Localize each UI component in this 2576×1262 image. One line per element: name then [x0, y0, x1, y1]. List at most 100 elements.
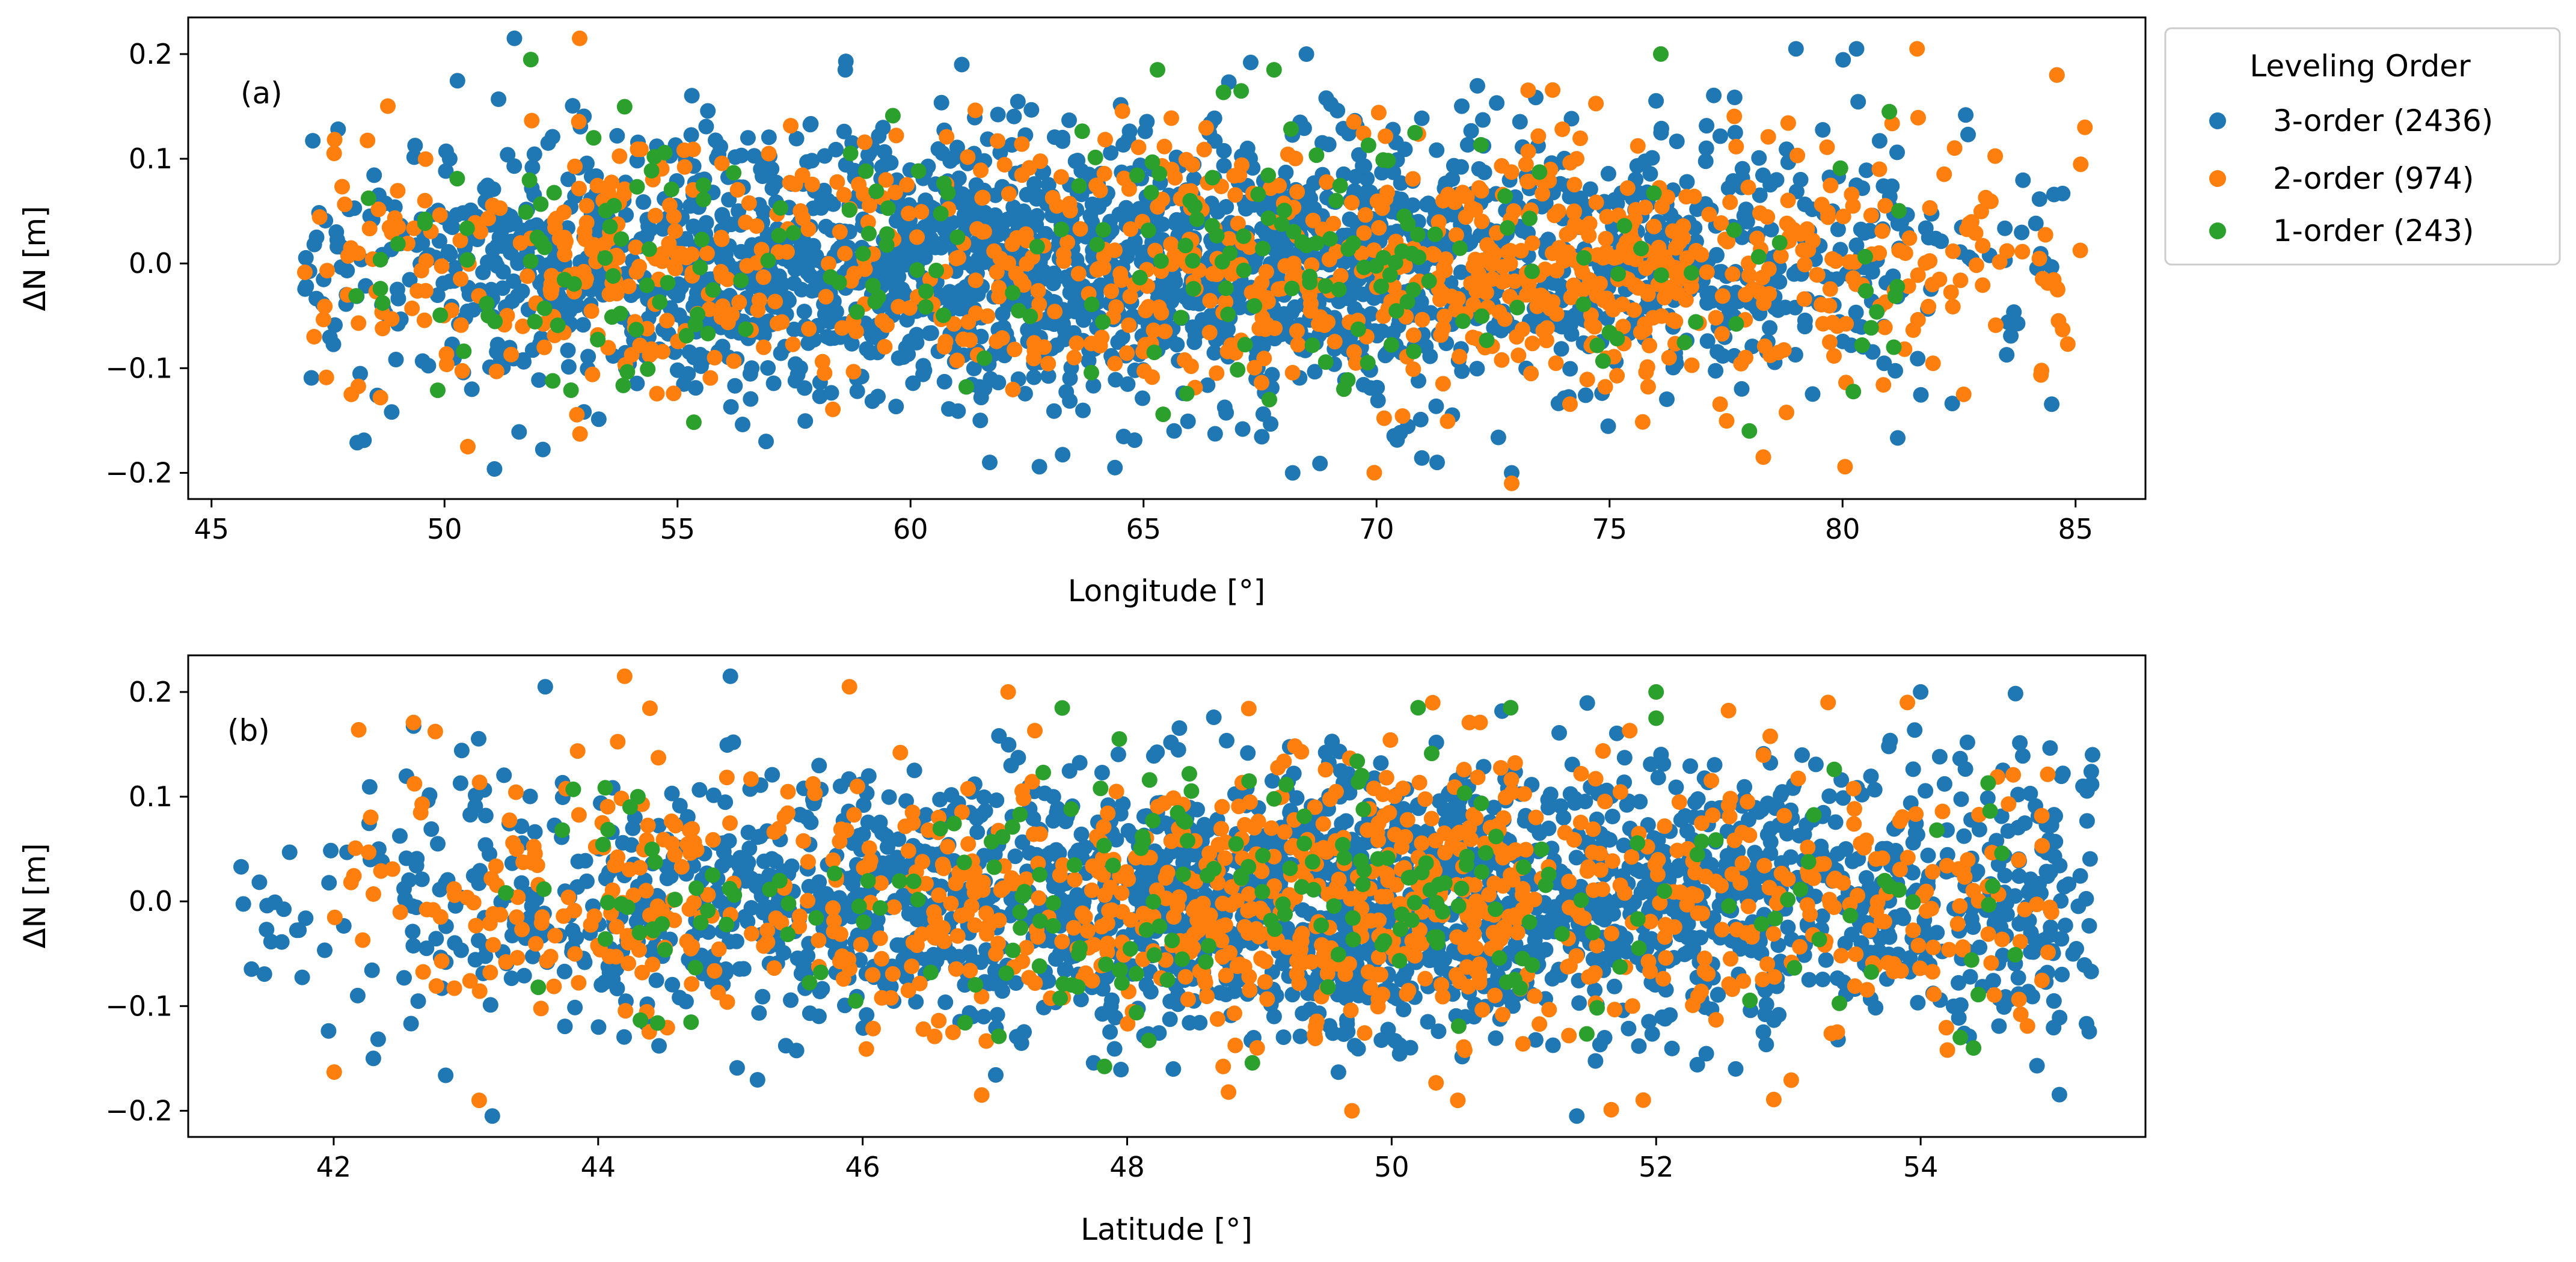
point-2-order: [1671, 234, 1687, 250]
point-2-order: [1431, 214, 1447, 230]
point-2-order: [1370, 105, 1387, 121]
point-2-order: [1450, 291, 1466, 307]
point-1-order: [417, 211, 433, 227]
point-3-order: [817, 148, 833, 164]
point-3-order: [651, 1038, 667, 1054]
panel-a-ylabel: ΔN [m]: [17, 206, 52, 311]
point-2-order: [1684, 357, 1700, 373]
point-3-order: [1218, 405, 1234, 421]
point-3-order: [1888, 363, 1903, 379]
point-1-order: [695, 177, 711, 194]
point-2-order: [667, 223, 683, 239]
point-2-order: [1579, 372, 1595, 388]
point-1-order: [1236, 228, 1252, 244]
point-3-order: [1369, 379, 1385, 396]
point-2-order: [578, 271, 594, 287]
point-2-order: [318, 369, 334, 385]
point-2-order: [986, 243, 1002, 259]
point-2-order: [1040, 355, 1056, 372]
point-1-order: [640, 361, 656, 377]
point-2-order: [1378, 128, 1394, 144]
point-2-order: [1465, 329, 1481, 346]
point-3-order: [453, 743, 470, 759]
point-2-order: [1959, 221, 1975, 237]
point-3-order: [1848, 237, 1865, 253]
point-3-order: [1805, 386, 1821, 402]
point-2-order: [1900, 278, 1916, 294]
point-2-order: [1877, 198, 1894, 214]
point-2-order: [375, 320, 391, 337]
point-1-order: [1845, 384, 1862, 400]
point-2-order: [1044, 190, 1061, 206]
point-2-order: [1177, 352, 1193, 368]
point-3-order: [941, 401, 957, 417]
point-3-order: [905, 375, 921, 391]
point-2-order: [1918, 255, 1934, 271]
point-2-order: [1987, 148, 2004, 164]
point-2-order: [1535, 323, 1551, 339]
point-1-order: [1322, 231, 1339, 247]
point-3-order: [1429, 142, 1445, 158]
point-2-order: [783, 118, 799, 134]
point-1-order: [563, 382, 579, 398]
point-3-order: [1830, 221, 1846, 237]
point-1-order: [1132, 269, 1148, 286]
point-3-order: [1587, 982, 1603, 998]
point-2-order: [1728, 138, 1744, 155]
point-3-order: [655, 221, 671, 237]
point-1-order: [726, 165, 742, 181]
point-1-order: [1218, 280, 1234, 296]
point-2-order: [1583, 307, 1599, 323]
point-3-order: [1545, 1037, 1561, 1053]
point-2-order: [1130, 139, 1147, 155]
point-3-order: [429, 287, 446, 303]
point-2-order: [547, 213, 563, 229]
point-2-order: [1726, 108, 1743, 124]
point-1-order: [1331, 281, 1347, 298]
point-2-order: [1376, 410, 1392, 426]
point-3-order: [717, 247, 734, 263]
point-3-order: [909, 334, 925, 351]
point-2-order: [1497, 311, 1513, 327]
point-3-order: [1859, 162, 1874, 179]
point-3-order: [1463, 123, 1479, 139]
point-2-order: [1978, 189, 1994, 206]
point-1-order: [879, 237, 895, 253]
point-1-order: [1177, 237, 1194, 254]
point-3-order: [560, 359, 577, 375]
point-1-order: [1336, 381, 1352, 397]
point-2-order: [1719, 413, 1735, 429]
point-2-order: [1946, 140, 1963, 156]
point-2-order: [729, 182, 746, 198]
point-2-order: [630, 141, 646, 158]
point-3-order: [352, 366, 368, 382]
point-3-order: [1960, 126, 1976, 142]
point-2-order: [1645, 310, 1661, 326]
point-1-order: [738, 321, 754, 337]
point-1-order: [1153, 253, 1169, 269]
point-2-order: [1504, 475, 1520, 491]
point-3-order: [1312, 455, 1328, 471]
point-1-order: [390, 236, 406, 252]
point-2-order: [761, 145, 777, 162]
point-3-order: [1287, 299, 1303, 315]
point-3-order: [1120, 376, 1136, 392]
point-2-order: [387, 210, 403, 226]
point-1-order: [527, 314, 543, 329]
point-2-order: [1642, 337, 1657, 354]
point-1-order: [1771, 234, 1788, 251]
point-1-order: [1532, 164, 1548, 180]
point-1-order: [1610, 266, 1627, 282]
point-3-order: [1355, 194, 1372, 210]
point-3-order: [516, 967, 532, 984]
point-2-order: [1070, 266, 1087, 282]
point-2-order: [2072, 242, 2088, 259]
point-2-order: [821, 256, 836, 272]
point-2-order: [1720, 233, 1736, 250]
point-3-order: [888, 399, 904, 415]
point-2-order: [319, 263, 336, 279]
point-3-order: [438, 163, 454, 179]
x-tick-label: 50: [427, 513, 462, 545]
point-2-order: [1202, 293, 1218, 309]
point-2-order: [787, 176, 803, 192]
